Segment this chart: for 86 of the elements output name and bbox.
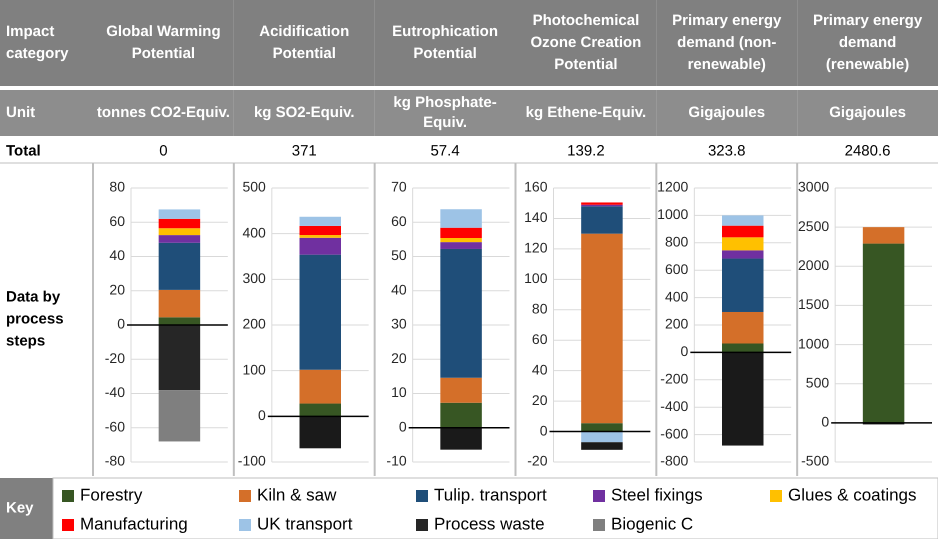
y-tick-label: -10 bbox=[386, 452, 407, 469]
y-tick-label: 0 bbox=[398, 418, 407, 434]
legend-label: Kiln & saw bbox=[257, 485, 338, 504]
y-tick-label: 0 bbox=[258, 407, 266, 424]
y-tick-label: -80 bbox=[104, 452, 126, 469]
text: Data by process steps bbox=[6, 288, 64, 350]
y-tick-label: 200 bbox=[664, 316, 689, 332]
chart-subtitle: kg SO2-Equiv. bbox=[254, 104, 355, 121]
legend-label: Biogenic C bbox=[611, 514, 694, 534]
chart-title: Primary energy demand (non-renewable) bbox=[672, 12, 782, 73]
y-tick-label: 60 bbox=[532, 330, 548, 347]
y-tick-label: -400 bbox=[660, 398, 689, 414]
chart-subtitle: kg Ethene-Equiv. bbox=[526, 104, 646, 121]
y-tick-label: 80 bbox=[109, 178, 126, 195]
y-tick-label: 100 bbox=[242, 361, 266, 378]
chart-title: Global Warming Potential bbox=[106, 22, 221, 62]
y-tick-label: 60 bbox=[109, 212, 126, 229]
y-tick-label: 60 bbox=[391, 212, 407, 229]
y-tick-label: -800 bbox=[660, 452, 689, 469]
y-tick-label: -20 bbox=[104, 350, 126, 366]
text: Key bbox=[6, 499, 34, 516]
text: 371 bbox=[292, 142, 317, 160]
y-tick-label: 0 bbox=[540, 422, 548, 438]
y-tick-label: 200 bbox=[242, 316, 266, 332]
chart-title: Primary energy demand (renewable) bbox=[812, 12, 923, 73]
y-tick-label: -60 bbox=[104, 418, 126, 434]
legend-label: Tulip. transport bbox=[434, 485, 548, 504]
chart-title: Acidification Potential bbox=[259, 22, 350, 62]
y-tick-label: 2500 bbox=[798, 218, 830, 234]
y-tick-label: 400 bbox=[242, 224, 266, 240]
y-tick-label: 1500 bbox=[798, 296, 830, 312]
text: 57.4 bbox=[430, 142, 460, 160]
y-tick-label: -20 bbox=[527, 452, 548, 469]
y-tick-label: 3000 bbox=[798, 178, 830, 195]
chart-subtitle: kg Phosphate-Equiv. bbox=[393, 94, 497, 131]
legend-label: Glues & coatings bbox=[788, 485, 917, 504]
legend-label: Steel fixings bbox=[611, 485, 703, 504]
y-tick-label: 1000 bbox=[657, 206, 689, 222]
text: Impact category bbox=[6, 22, 70, 62]
y-tick-label: 40 bbox=[532, 361, 548, 378]
text: Total bbox=[6, 142, 41, 160]
text: 0 bbox=[159, 142, 168, 160]
legend-label: Manufacturing bbox=[80, 514, 188, 534]
y-tick-label: -200 bbox=[660, 370, 689, 387]
text: Unit bbox=[6, 104, 36, 121]
y-tick-label: 100 bbox=[524, 270, 548, 286]
chart-subtitle: tonnes CO2-Equiv. bbox=[96, 104, 230, 121]
text: 323.8 bbox=[708, 142, 746, 160]
y-tick-label: 800 bbox=[664, 234, 689, 250]
y-tick-label: 600 bbox=[664, 260, 689, 277]
y-tick-label: 80 bbox=[532, 300, 548, 316]
y-tick-label: -600 bbox=[660, 425, 689, 442]
y-tick-label: 30 bbox=[391, 316, 407, 332]
y-tick-label: 2000 bbox=[798, 256, 830, 273]
y-tick-label: 20 bbox=[391, 350, 407, 366]
y-tick-label: 70 bbox=[391, 178, 407, 195]
chart-title: Photochemical Ozone Creation Potential bbox=[530, 12, 642, 73]
text: 2480.6 bbox=[844, 142, 891, 160]
y-tick-label: 0 bbox=[117, 316, 126, 332]
chart-title: Eutrophication Potential bbox=[392, 22, 498, 62]
legend-label: Process waste bbox=[434, 514, 545, 534]
y-tick-label: 120 bbox=[524, 240, 548, 256]
y-tick-label: 0 bbox=[821, 414, 830, 430]
y-tick-label: 1200 bbox=[657, 178, 689, 195]
y-tick-label: 20 bbox=[532, 392, 548, 408]
y-tick-label: 50 bbox=[391, 247, 407, 264]
y-tick-label: 40 bbox=[391, 281, 407, 298]
y-tick-label: 1000 bbox=[798, 335, 830, 352]
y-tick-label: 20 bbox=[109, 281, 126, 298]
y-tick-label: 160 bbox=[524, 178, 548, 195]
y-tick-label: 400 bbox=[664, 288, 689, 304]
chart-subtitle: Gigajoules bbox=[688, 104, 766, 121]
y-tick-label: -40 bbox=[104, 384, 126, 400]
y-tick-label: 40 bbox=[109, 247, 126, 264]
y-tick-label: 500 bbox=[242, 178, 266, 195]
text: 139.2 bbox=[567, 142, 605, 160]
legend-label: UK transport bbox=[257, 514, 353, 534]
y-tick-label: -500 bbox=[801, 452, 830, 469]
y-tick-label: 10 bbox=[391, 384, 407, 400]
y-tick-label: 300 bbox=[242, 270, 266, 286]
y-tick-label: 500 bbox=[806, 374, 830, 390]
y-tick-label: 0 bbox=[680, 343, 689, 360]
y-tick-label: -100 bbox=[238, 452, 266, 469]
legend-label: Forestry bbox=[80, 485, 143, 504]
y-tick-label: 140 bbox=[524, 209, 548, 226]
chart-subtitle: Gigajoules bbox=[829, 104, 906, 121]
